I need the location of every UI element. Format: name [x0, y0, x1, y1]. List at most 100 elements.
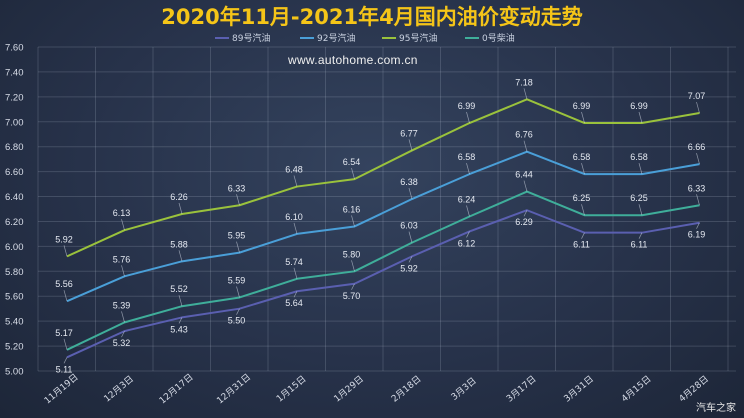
label-leader: [581, 204, 585, 216]
label-leader: [121, 219, 125, 231]
series-group: [66, 98, 700, 359]
series-line: [66, 209, 700, 359]
data-label: 5.56: [55, 279, 73, 289]
label-leader: [351, 260, 355, 272]
legend-label: 92号汽油: [317, 32, 355, 44]
data-label: 6.24: [458, 194, 476, 204]
data-label: 7.07: [688, 91, 706, 101]
label-leader: [581, 232, 585, 239]
label-leader: [696, 101, 700, 114]
data-label: 6.44: [515, 170, 533, 180]
y-axis: 5.00 5.20 5.40 5.60 5.80 6.00 6.20 6.40 6.60 6.80…: [5, 43, 24, 378]
data-label: 5.95: [228, 231, 246, 241]
data-label: 5.11: [56, 364, 73, 374]
data-label: 6.25: [630, 193, 648, 203]
data-labels: 5.11 5.32 5.43 5.50 5.64 5.70 5.92 6.12 6.29 6.11…: [55, 77, 705, 374]
label-leader: [121, 265, 125, 277]
data-label: 6.38: [400, 177, 418, 187]
data-label: 6.54: [343, 157, 361, 167]
data-label: 6.10: [285, 212, 303, 222]
y-tick-label: 6.60: [5, 167, 24, 178]
data-label: 6.99: [630, 101, 648, 111]
x-tick-label: 4月28日: [677, 374, 711, 405]
data-label: 6.11: [573, 240, 590, 250]
data-label: 6.19: [688, 230, 706, 240]
site-annotation: www.autohome.com.cn: [287, 53, 418, 67]
label-leader: [236, 286, 240, 298]
legend: 89号汽油 92号汽油 95号汽油 0号柴油: [215, 32, 515, 44]
label-leader: [638, 204, 643, 216]
label-leader: [581, 163, 585, 175]
data-label: 5.92: [400, 263, 418, 273]
data-label: 6.11: [631, 240, 648, 250]
label-leader: [63, 338, 68, 350]
x-tick-label: 11月19日: [42, 372, 80, 407]
data-label: 6.03: [400, 221, 418, 231]
y-tick-label: 7.20: [5, 92, 24, 103]
data-label: 5.88: [170, 239, 188, 249]
data-label: 6.77: [400, 128, 418, 138]
y-tick-label: 6.00: [5, 242, 24, 253]
chart-title: 2020年11月-2021年4月国内油价变动走势: [161, 5, 582, 29]
label-leader: [293, 291, 298, 298]
label-leader: [408, 231, 413, 243]
label-leader: [466, 231, 470, 238]
label-leader: [696, 222, 700, 229]
x-tick-label: 3月31日: [562, 374, 596, 405]
label-leader: [466, 111, 470, 124]
x-tick-label: 3月17日: [504, 374, 538, 405]
data-label: 6.33: [688, 183, 706, 193]
y-tick-label: 5.40: [5, 317, 24, 328]
data-label: 6.58: [573, 152, 591, 162]
label-leader: [523, 180, 528, 192]
label-leader: [236, 308, 240, 315]
data-label: 5.32: [113, 338, 131, 348]
x-tick-label: 1月15日: [274, 374, 308, 405]
y-tick-label: 5.00: [5, 367, 24, 378]
data-label: 5.17: [55, 328, 73, 338]
data-label: 6.25: [573, 193, 591, 203]
data-label: 5.50: [228, 316, 246, 326]
label-leader: [121, 311, 125, 323]
x-tick-label: 12月3日: [102, 374, 136, 405]
data-label: 6.48: [285, 165, 303, 175]
data-label: 6.16: [343, 204, 361, 214]
x-tick-label: 1月29日: [332, 374, 366, 405]
label-leader: [408, 256, 413, 263]
data-label: 5.52: [170, 284, 188, 294]
label-leader: [638, 163, 643, 175]
label-leader: [178, 250, 183, 262]
label-leader: [351, 215, 355, 227]
label-leader: [293, 267, 298, 279]
data-label: 6.26: [170, 192, 188, 202]
series-line: [66, 150, 700, 303]
label-leader: [63, 290, 68, 302]
legend-label: 95号汽油: [399, 32, 437, 44]
x-tick-label: 4月15日: [619, 374, 653, 405]
label-leader: [351, 283, 355, 290]
x-tick-label: 12月17日: [157, 372, 195, 407]
data-label: 6.76: [515, 130, 533, 140]
label-leader: [63, 357, 68, 364]
label-leader: [638, 111, 643, 124]
label-leader: [178, 317, 183, 324]
grid: [37, 46, 736, 372]
y-tick-label: 6.20: [5, 217, 24, 228]
y-tick-label: 6.40: [5, 192, 24, 203]
data-label: 6.13: [113, 208, 131, 218]
label-leader: [466, 205, 470, 217]
label-leader: [121, 330, 125, 338]
label-leader: [523, 88, 528, 100]
data-label: 7.18: [515, 77, 533, 87]
data-label: 5.64: [285, 298, 303, 308]
x-tick-label: 12月31日: [215, 372, 253, 407]
data-label: 6.33: [228, 183, 246, 193]
label-leader: [351, 168, 355, 180]
y-tick-label: 7.40: [5, 67, 24, 78]
watermark: 汽车之家: [696, 401, 736, 414]
label-leader: [638, 232, 643, 239]
label-leader: [696, 153, 700, 165]
x-axis: 11月19日 12月3日 12月17日 12月31日 1月15日 1月29日 2月18日 3月…: [42, 372, 711, 407]
data-label: 6.58: [630, 152, 648, 162]
